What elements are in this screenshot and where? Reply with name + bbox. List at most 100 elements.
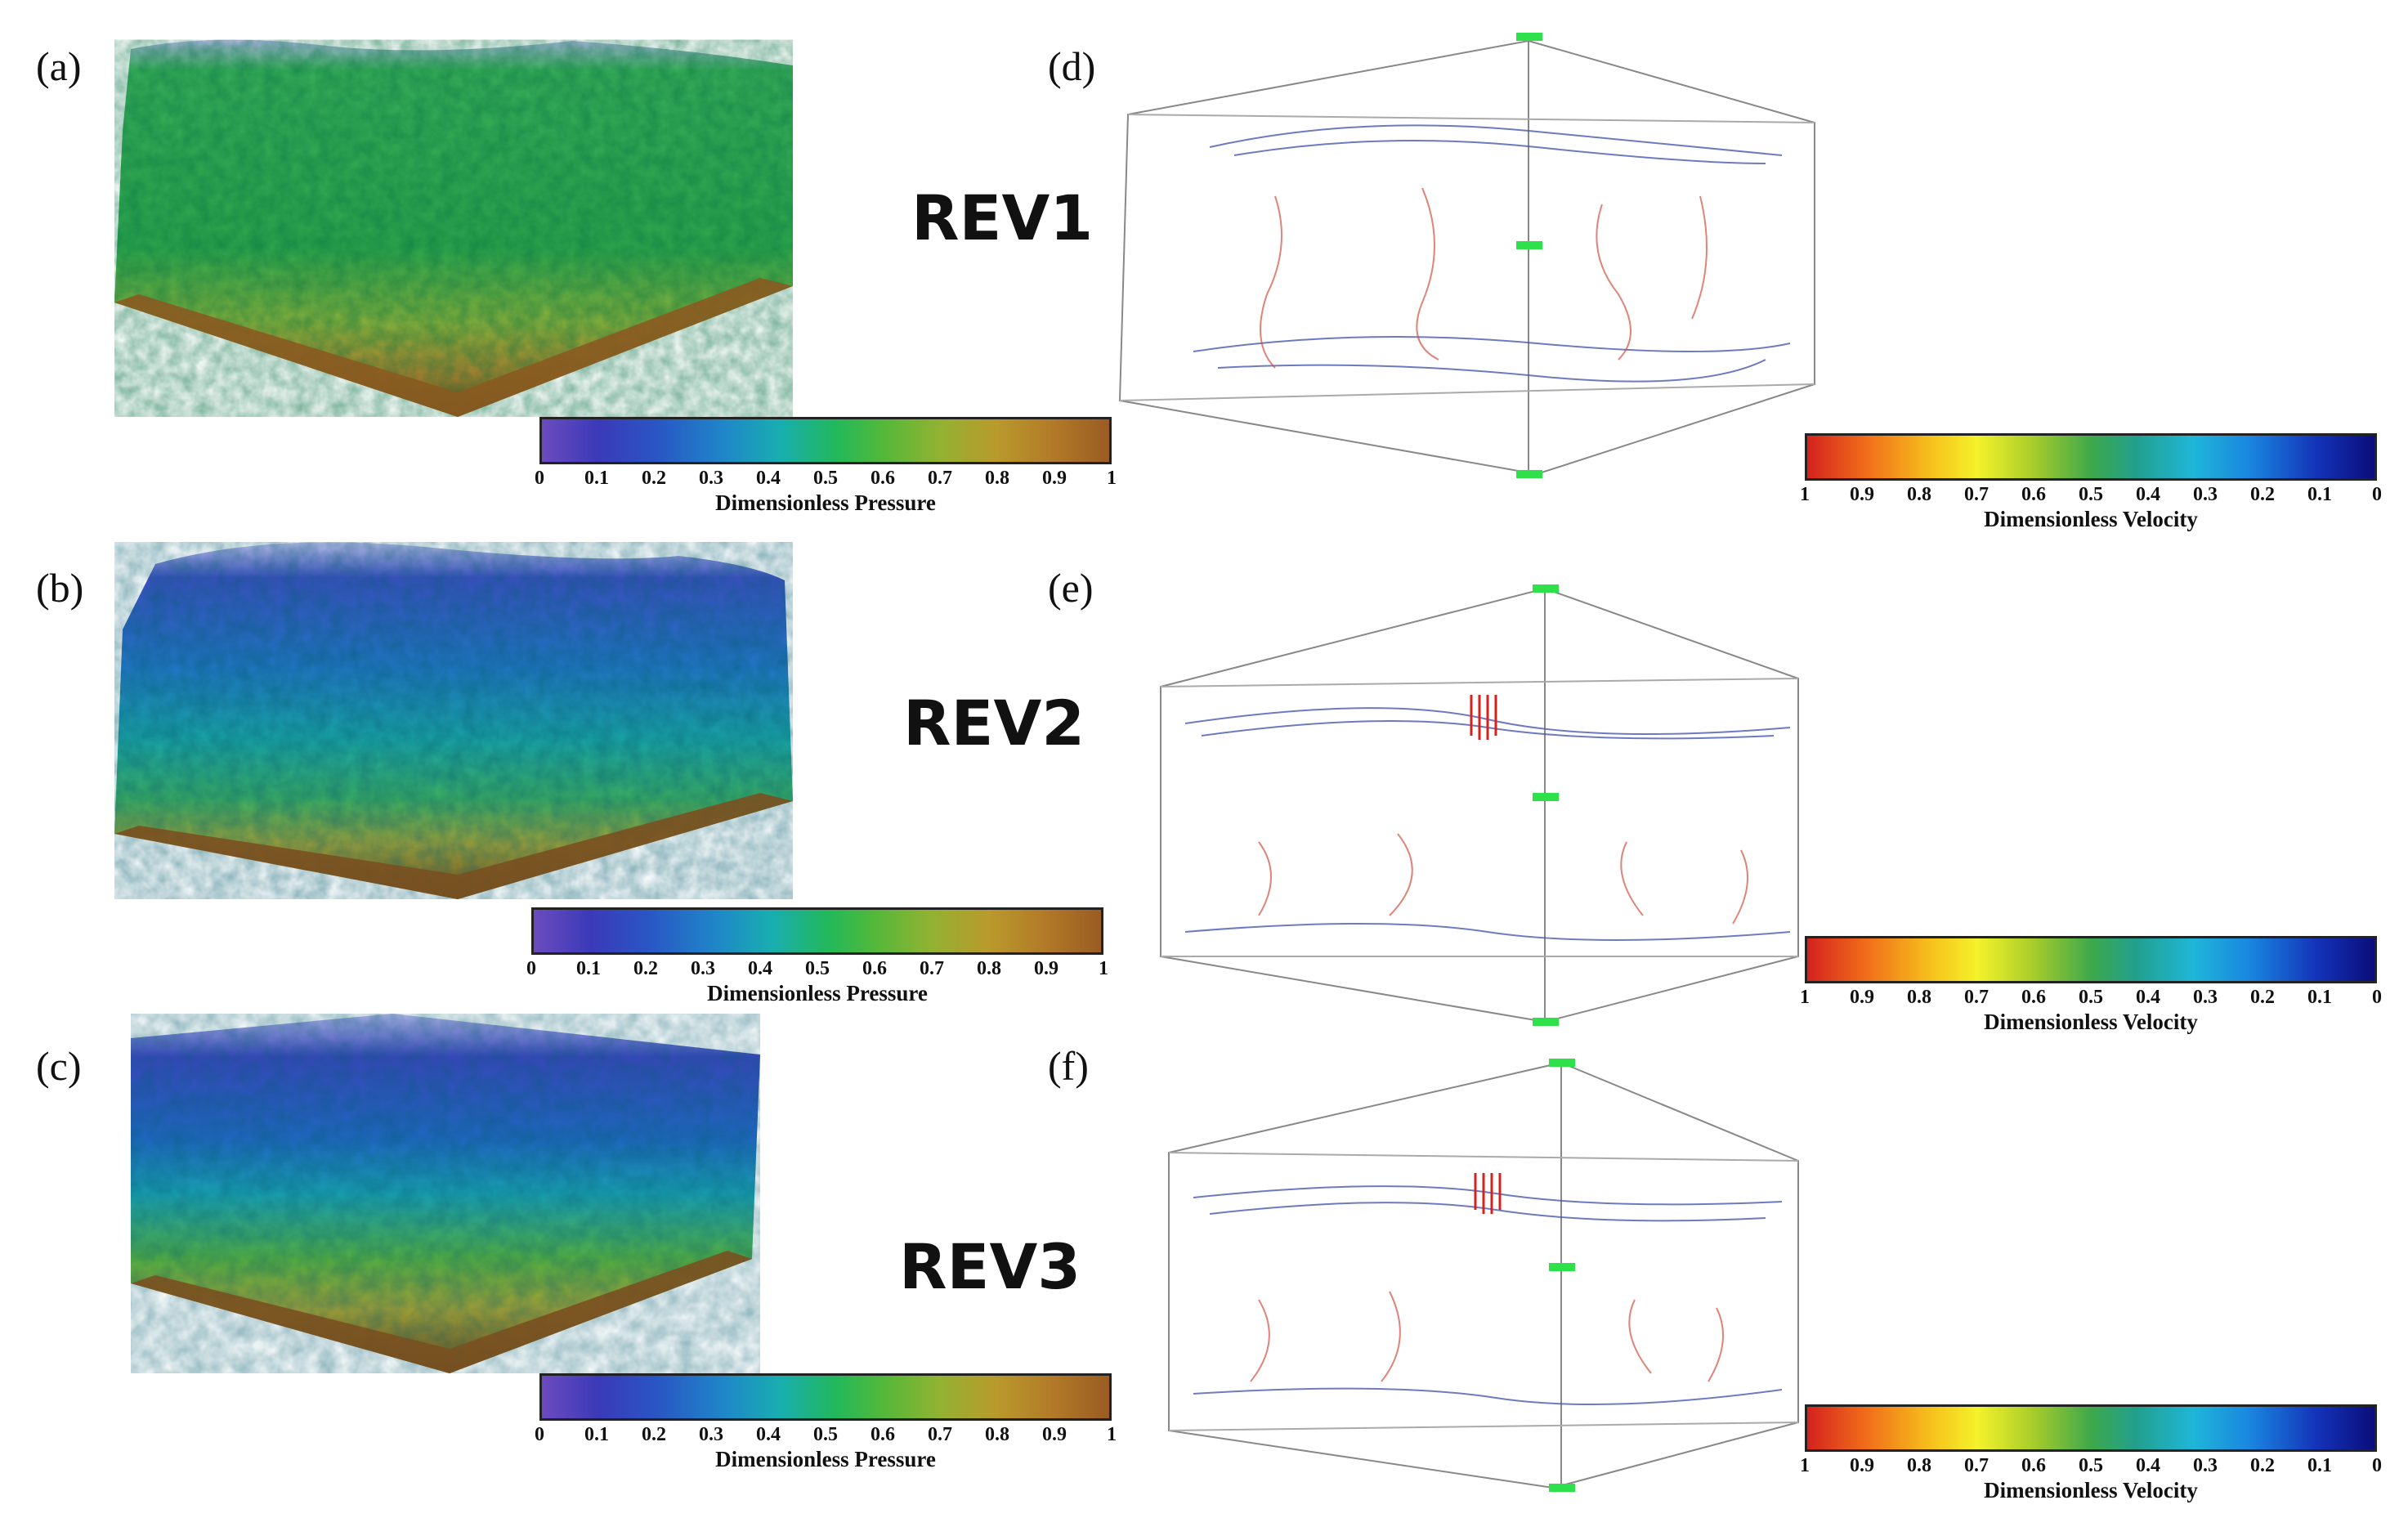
tick-label: 0.2 [2250,987,2275,1008]
panel-label-a: (a) [36,43,82,89]
tick-label: 0.9 [1850,987,1874,1008]
tick-label: 0.5 [805,958,830,979]
streamline-box-rev1 [1118,33,1815,478]
velocity-gradient [1805,936,2377,983]
tick-label: 0.8 [985,468,1009,489]
tick-label: 1 [1800,484,1810,505]
velocity-ticks: 1 0.9 0.8 0.7 0.6 0.5 0.4 0.3 0.2 0.1 0 [1800,1455,2382,1480]
tick-label: 0.8 [977,958,1001,979]
velocity-title: Dimensionless Velocity [1984,1478,2198,1502]
tick-label: 0 [2372,484,2382,505]
tick-label: 0.4 [756,468,781,489]
tick-label: 0.3 [699,1424,723,1445]
tick-label: 0.1 [576,958,601,979]
streamline-box-rev2 [1160,584,1799,1026]
rev-label-2: REV2 [903,687,1085,759]
tick-label: 0.7 [920,958,944,979]
pressure-gradient [539,417,1112,464]
tick-label: 0.1 [2307,987,2332,1008]
tick-label: 0.7 [1964,484,1989,505]
tick-label: 0.5 [2079,987,2103,1008]
pressure-title: Dimensionless Pressure [707,981,928,1005]
pressure-title: Dimensionless Pressure [715,490,936,515]
tick-label: 0.2 [642,468,666,489]
tick-label: 0.4 [2136,1455,2160,1476]
tick-label: 0.7 [928,468,952,489]
tick-label: 0.7 [1964,987,1989,1008]
tick-label: 0.1 [2307,484,2332,505]
panel-label-f: (f) [1048,1043,1089,1089]
tick-label: 0.5 [813,468,838,489]
tick-label: 0.9 [1850,1455,1874,1476]
tick-label: 0.4 [2136,484,2160,505]
velocity-colorbar-3: 1 0.9 0.8 0.7 0.6 0.5 0.4 0.3 0.2 0.1 0 … [1800,1404,2382,1502]
tick-label: 0.8 [985,1424,1009,1445]
tick-label: 1 [1099,958,1108,979]
tick-label: 0.5 [2079,1455,2103,1476]
tick-label: 0.1 [584,1424,609,1445]
porous-block-rev1 [114,39,793,417]
panel-label-e: (e) [1048,565,1094,611]
pressure-ticks: 0 0.1 0.2 0.3 0.4 0.5 0.6 0.7 0.8 0.9 1 [535,1424,1117,1449]
velocity-colorbar-2: 1 0.9 0.8 0.7 0.6 0.5 0.4 0.3 0.2 0.1 0 … [1800,936,2382,1034]
tick-label: 0 [535,1424,544,1445]
pressure-gradient [539,1373,1112,1421]
tick-label: 0.6 [2021,987,2046,1008]
tick-label: 0.4 [2136,987,2160,1008]
tick-label: 0.2 [642,1424,666,1445]
tick-label: 0.5 [813,1424,838,1445]
pressure-ticks: 0 0.1 0.2 0.3 0.4 0.5 0.6 0.7 0.8 0.9 1 [526,958,1108,983]
pressure-colorbar-2: 0 0.1 0.2 0.3 0.4 0.5 0.6 0.7 0.8 0.9 1 … [526,907,1108,1005]
streamline-box-rev3 [1168,1059,1799,1492]
velocity-gradient [1805,1404,2377,1452]
tick-label: 1 [1107,1424,1117,1445]
tick-label: 0 [2372,1455,2382,1476]
velocity-title: Dimensionless Velocity [1984,1010,2198,1034]
rev-label-3: REV3 [899,1230,1081,1303]
rev-label-1: REV1 [911,181,1094,254]
tick-label: 1 [1800,1455,1810,1476]
tick-label: 0.4 [756,1424,781,1445]
tick-label: 0.7 [928,1424,952,1445]
tick-label: 0.6 [871,468,895,489]
panel-label-d: (d) [1048,43,1096,89]
pressure-title: Dimensionless Pressure [715,1447,936,1471]
tick-label: 0.3 [691,958,715,979]
panel-label-b: (b) [36,565,84,611]
porous-block-rev2 [114,542,793,899]
tick-label: 0.3 [2193,987,2218,1008]
tick-label: 0.9 [1034,958,1059,979]
tick-label: 0.3 [2193,1455,2218,1476]
tick-label: 1 [1800,987,1810,1008]
velocity-ticks: 1 0.9 0.8 0.7 0.6 0.5 0.4 0.3 0.2 0.1 0 [1800,484,2382,508]
tick-label: 0.2 [633,958,658,979]
tick-label: 0.6 [2021,1455,2046,1476]
panel-label-c: (c) [36,1043,82,1089]
pressure-ticks: 0 0.1 0.2 0.3 0.4 0.5 0.6 0.7 0.8 0.9 1 [535,468,1117,492]
tick-label: 0.6 [862,958,887,979]
tick-label: 0.2 [2250,1455,2275,1476]
tick-label: 0.5 [2079,484,2103,505]
tick-label: 0.1 [2307,1455,2332,1476]
tick-label: 0.3 [699,468,723,489]
velocity-gradient [1805,433,2377,481]
tick-label: 0.1 [584,468,609,489]
tick-label: 0 [2372,987,2382,1008]
tick-label: 0.9 [1042,468,1067,489]
porous-block-rev3 [131,1014,760,1373]
tick-label: 0 [526,958,536,979]
tick-label: 0.9 [1042,1424,1067,1445]
tick-label: 0.8 [1907,484,1931,505]
velocity-colorbar-1: 1 0.9 0.8 0.7 0.6 0.5 0.4 0.3 0.2 0.1 0 … [1800,433,2382,531]
tick-label: 0.2 [2250,484,2275,505]
pressure-gradient [531,907,1103,955]
velocity-title: Dimensionless Velocity [1984,507,2198,531]
tick-label: 0.8 [1907,1455,1931,1476]
tick-label: 0.7 [1964,1455,1989,1476]
tick-label: 0.4 [748,958,772,979]
velocity-ticks: 1 0.9 0.8 0.7 0.6 0.5 0.4 0.3 0.2 0.1 0 [1800,987,2382,1011]
tick-label: 0.3 [2193,484,2218,505]
tick-label: 1 [1107,468,1117,489]
tick-label: 0 [535,468,544,489]
tick-label: 0.6 [2021,484,2046,505]
